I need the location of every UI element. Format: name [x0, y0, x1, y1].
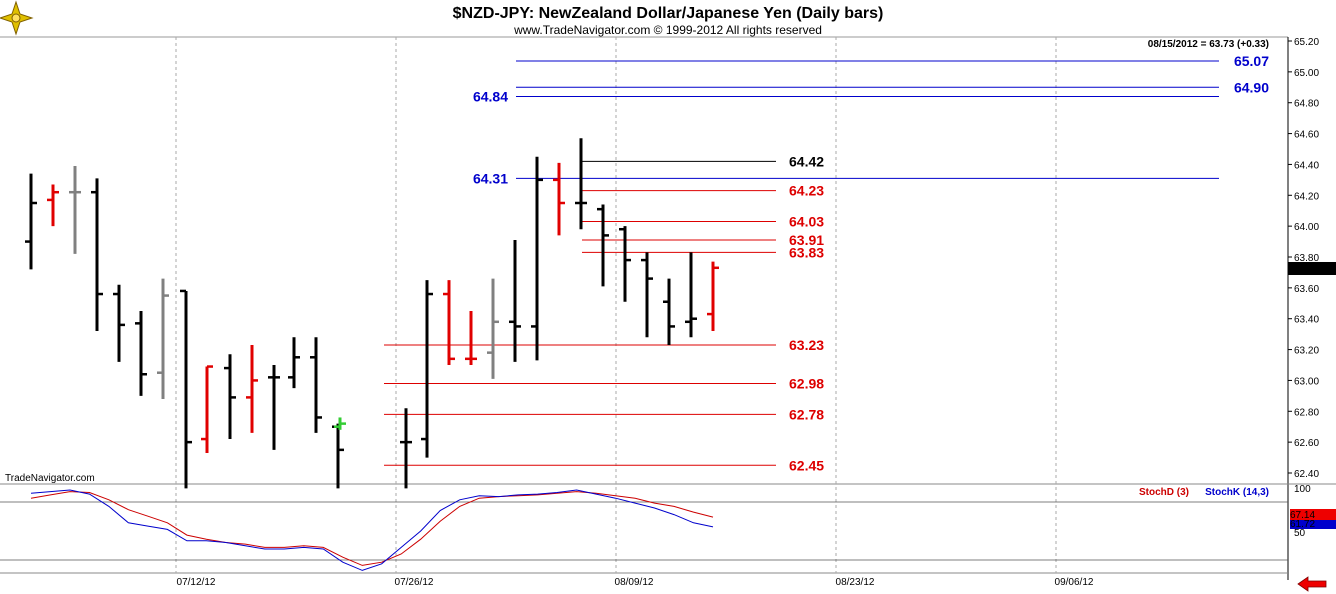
level-label: 64.90: [1234, 79, 1269, 95]
ohlc-bar: [575, 138, 587, 230]
bars-layer: [25, 138, 719, 489]
ohlc-bar: [288, 337, 300, 389]
ohlc-bar: [421, 280, 433, 458]
ohlc-bar: [553, 162, 565, 236]
price-tick-label: 64.20: [1294, 191, 1319, 202]
price-panel: [0, 36, 1336, 580]
ohlc-bar: [268, 365, 280, 450]
scroll-left-arrow-icon[interactable]: [1297, 576, 1327, 592]
ohlc-bar: [531, 156, 543, 361]
ohlc-bar: [180, 289, 192, 489]
stoch-d-value-box: [1290, 509, 1336, 520]
date-tick-label: 08/23/12: [836, 577, 875, 588]
stoch-d-value: 67.14: [1290, 510, 1315, 521]
ohlc-bar: [619, 226, 631, 302]
price-tick-label: 63.40: [1294, 315, 1319, 326]
level-label: 64.31: [473, 170, 508, 186]
stoch-k-line: [30, 489, 714, 571]
ohlc-bar: [25, 173, 37, 270]
level-label: 62.98: [789, 376, 824, 392]
stoch-k-legend: StochK (14,3): [1205, 487, 1269, 498]
price-tick-label: 65.20: [1294, 37, 1319, 48]
price-tick-label: 64.40: [1294, 160, 1319, 171]
level-label: 64.03: [789, 214, 824, 230]
ohlc-bar: [707, 261, 719, 332]
date-tick-label: 07/12/12: [177, 577, 216, 588]
price-tick-label: 64.80: [1294, 99, 1319, 110]
ohlc-bar: [224, 354, 236, 440]
ohlc-bar: [663, 278, 675, 345]
ohlc-bar: [465, 311, 477, 365]
level-label: 64.23: [789, 183, 824, 199]
date-axis: 07/12/12 07/26/12 08/09/12 08/23/12 09/06/12: [177, 577, 1094, 588]
ohlc-bar: [334, 417, 346, 430]
price-tick-label: 62.60: [1294, 438, 1319, 449]
stoch-d-line: [30, 491, 714, 566]
level-label: 63.23: [789, 337, 824, 353]
date-tick-label: 07/26/12: [395, 577, 434, 588]
ohlc-bar: [332, 423, 344, 489]
price-tick-label: 63.60: [1294, 284, 1319, 295]
level-label: 62.45: [789, 457, 824, 473]
ohlc-bar: [135, 311, 147, 396]
level-label: 63.91: [789, 232, 824, 248]
date-tick-label: 08/09/12: [615, 577, 654, 588]
price-tick-label: 64.00: [1294, 222, 1319, 233]
level-label: 64.42: [789, 153, 824, 169]
level-label: 65.07: [1234, 53, 1269, 69]
stochastic-panel: StochD (3) StochK (14,3) 100 50 61.72 67…: [0, 484, 1336, 571]
level-label: 63.83: [789, 244, 824, 260]
ohlc-bar: [113, 284, 125, 362]
watermark: TradeNavigator.com: [5, 473, 95, 484]
stoch-tick-50: 50: [1294, 528, 1306, 539]
price-tick-label: 63.00: [1294, 376, 1319, 387]
quote-readout: 08/15/2012 = 63.73 (+0.33): [1148, 39, 1269, 50]
grid-lines: [175, 37, 1057, 573]
last-price-box: [1288, 262, 1336, 275]
ohlc-bar: [246, 344, 258, 433]
price-tick-label: 63.20: [1294, 346, 1319, 357]
last-price-label: 63.73: [1290, 264, 1315, 275]
ohlc-bar: [509, 240, 521, 362]
stoch-d-legend: StochD (3): [1139, 487, 1189, 498]
ohlc-bar: [487, 278, 499, 379]
level-label: 64.84: [473, 89, 508, 105]
ohlc-bar: [310, 337, 322, 433]
level-label: 62.78: [789, 406, 824, 422]
price-tick-label: 65.00: [1294, 68, 1319, 79]
price-tick-label: 62.80: [1294, 407, 1319, 418]
ohlc-bar: [685, 252, 697, 338]
chart-title: $NZD-JPY: NewZealand Dollar/Japanese Yen…: [453, 5, 884, 22]
levels-layer: 65.07 64.90 64.84 64.42 64.31 64.23 64.03 63.91…: [384, 53, 1269, 473]
ohlc-bar: [47, 184, 59, 227]
ohlc-bar: [641, 252, 653, 338]
price-axis: 62.40 62.60 62.80 63.00 63.20 63.40 63.60 63.80…: [1288, 37, 1319, 480]
price-tick-label: 64.60: [1294, 130, 1319, 141]
ohlc-bar: [201, 365, 213, 453]
ohlc-bar: [91, 178, 103, 332]
ohlc-bar: [400, 408, 412, 489]
chart-subtitle: www.TradeNavigator.com © 1999-2012 All r…: [513, 23, 822, 37]
price-tick-label: 62.40: [1294, 469, 1319, 480]
stoch-tick-100: 100: [1294, 484, 1311, 495]
compass-logo-icon[interactable]: [0, 0, 34, 36]
ohlc-bar: [157, 278, 169, 399]
ohlc-bar: [443, 280, 455, 365]
date-tick-label: 09/06/12: [1055, 577, 1094, 588]
stoch-k-value-box: [1290, 519, 1336, 529]
price-tick-label: 63.80: [1294, 253, 1319, 264]
ohlc-bar: [597, 204, 609, 287]
stoch-k-value: 61.72: [1290, 519, 1315, 530]
ohlc-bar: [69, 165, 81, 254]
